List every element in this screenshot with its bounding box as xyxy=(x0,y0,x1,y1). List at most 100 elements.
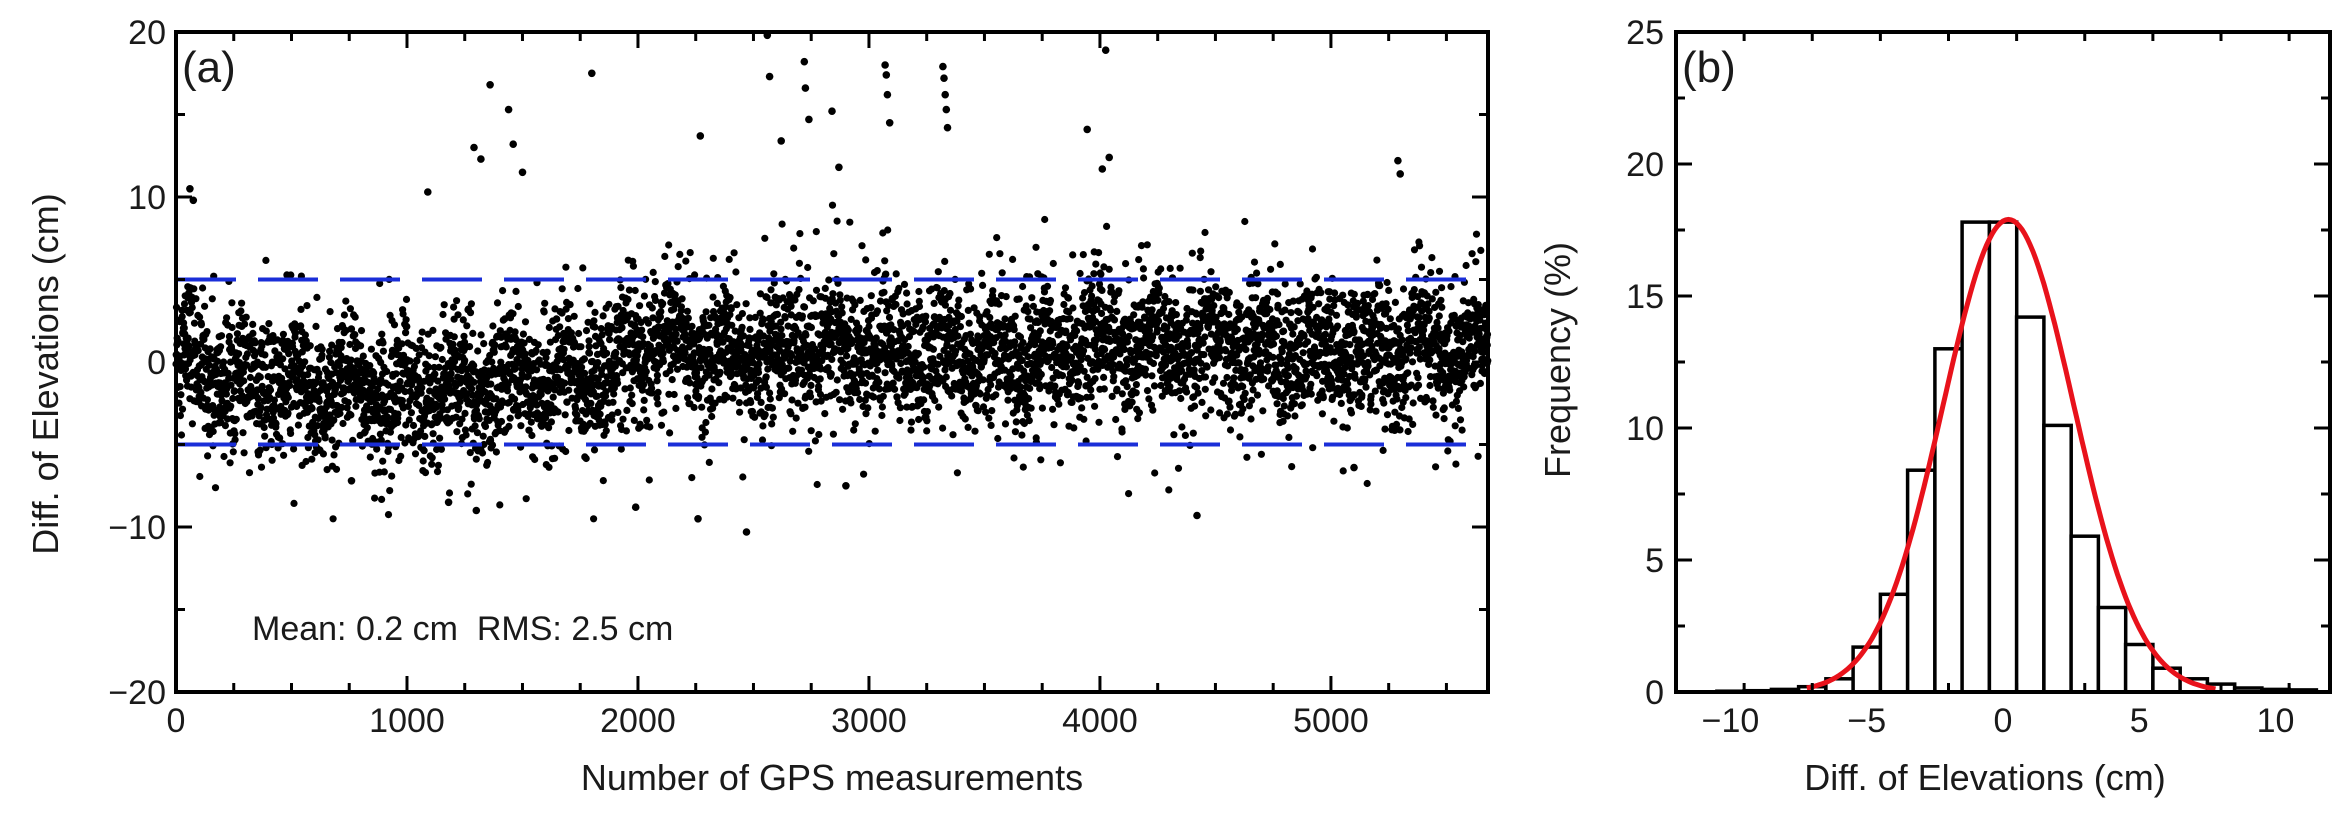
data-point xyxy=(846,218,854,226)
data-point xyxy=(188,304,196,312)
data-point xyxy=(920,396,928,404)
data-point xyxy=(858,242,866,250)
data-point xyxy=(420,447,428,455)
data-point xyxy=(397,452,405,460)
data-point xyxy=(454,311,462,319)
data-point xyxy=(466,449,474,457)
data-point xyxy=(1201,373,1210,381)
data-point xyxy=(696,334,704,342)
data-point xyxy=(878,411,886,420)
data-point xyxy=(1004,396,1012,404)
data-point xyxy=(429,430,437,438)
data-point xyxy=(864,404,872,412)
data-point xyxy=(537,390,545,398)
data-point xyxy=(1189,429,1197,437)
data-point xyxy=(1143,241,1151,249)
data-point xyxy=(496,327,504,335)
data-point xyxy=(1135,409,1143,417)
data-point xyxy=(177,431,186,439)
data-point xyxy=(379,347,387,355)
data-point xyxy=(1226,426,1235,434)
data-point xyxy=(554,408,562,416)
data-point xyxy=(948,392,956,400)
data-point xyxy=(338,403,346,411)
data-point xyxy=(715,379,723,387)
data-point xyxy=(565,426,573,435)
data-point xyxy=(735,399,744,407)
data-point xyxy=(684,314,692,322)
data-point xyxy=(411,450,420,458)
data-point xyxy=(235,359,244,367)
data-point xyxy=(332,465,341,473)
data-point xyxy=(233,330,241,338)
data-point xyxy=(730,249,738,257)
data-point xyxy=(256,446,264,454)
data-point xyxy=(346,340,354,349)
data-point xyxy=(418,328,426,336)
data-point xyxy=(1321,330,1329,338)
data-point xyxy=(1196,254,1204,262)
data-point xyxy=(208,295,216,303)
data-point xyxy=(1271,240,1279,248)
data-point xyxy=(223,314,231,322)
data-point xyxy=(1178,423,1186,431)
data-point xyxy=(220,452,228,461)
data-point xyxy=(825,276,833,284)
data-point xyxy=(843,352,851,360)
data-point xyxy=(256,373,264,381)
data-point xyxy=(241,320,249,328)
data-point xyxy=(915,287,923,296)
data-point xyxy=(1166,383,1174,391)
data-point xyxy=(480,440,488,449)
data-point xyxy=(695,392,703,401)
data-point xyxy=(815,382,823,390)
data-point xyxy=(860,470,868,478)
data-point xyxy=(580,355,589,363)
data-point xyxy=(1142,371,1150,379)
data-point xyxy=(1113,307,1121,315)
data-point xyxy=(269,332,277,340)
data-point xyxy=(660,408,668,416)
data-point xyxy=(230,387,238,395)
data-point xyxy=(1275,321,1283,329)
data-point xyxy=(1108,392,1116,400)
data-point xyxy=(1010,326,1018,334)
data-point xyxy=(1302,372,1310,380)
data-point xyxy=(231,436,239,444)
data-point xyxy=(440,301,448,309)
data-point xyxy=(339,419,347,428)
data-point xyxy=(326,347,334,355)
data-point xyxy=(1149,406,1157,414)
data-point xyxy=(419,457,427,465)
data-point xyxy=(1325,315,1333,323)
data-point xyxy=(460,338,469,346)
data-point xyxy=(203,396,211,404)
data-point xyxy=(246,373,254,382)
data-point xyxy=(896,404,905,412)
data-point xyxy=(838,303,846,311)
data-point xyxy=(437,445,445,453)
data-point xyxy=(1299,349,1307,357)
data-point xyxy=(995,300,1003,308)
data-point xyxy=(1064,294,1073,302)
data-point xyxy=(1007,372,1015,380)
data-point xyxy=(180,324,188,332)
data-point xyxy=(214,357,222,365)
data-point xyxy=(445,489,454,497)
data-point xyxy=(1266,305,1274,314)
data-point xyxy=(545,463,553,471)
data-point xyxy=(312,322,320,330)
data-point xyxy=(407,409,415,417)
data-point xyxy=(829,290,837,298)
data-point xyxy=(519,330,528,338)
data-point xyxy=(1098,286,1106,294)
data-point xyxy=(344,398,352,407)
data-point xyxy=(374,385,382,393)
data-point xyxy=(238,299,246,307)
data-point xyxy=(1113,453,1122,461)
data-point xyxy=(688,322,696,330)
data-point xyxy=(598,331,606,339)
data-point xyxy=(1058,372,1067,380)
data-point xyxy=(251,339,259,347)
